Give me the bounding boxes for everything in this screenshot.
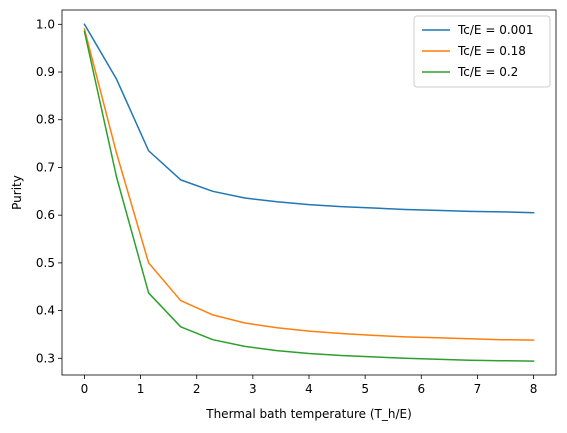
legend: Tc/E = 0.001 Tc/E = 0.18 Tc/E = 0.2 [413, 15, 551, 88]
legend-label-3: Tc/E = 0.2 [457, 65, 518, 79]
x-axis-label: Thermal bath temperature (T_h/E) [205, 407, 412, 421]
y-tick-label: 1.0 [36, 17, 55, 31]
y-tick-label: 0.6 [36, 208, 55, 222]
series-line-1 [83, 23, 535, 214]
x-tick-label: 7 [474, 382, 482, 396]
series-line-3 [83, 30, 535, 362]
y-tick-label: 0.7 [36, 160, 55, 174]
series-line-2 [83, 28, 535, 341]
x-tick-label: 1 [137, 382, 145, 396]
x-tick-label: 6 [417, 382, 425, 396]
x-tick-label: 4 [305, 382, 313, 396]
x-tick-label: 3 [249, 382, 257, 396]
x-tick-label: 0 [81, 382, 89, 396]
legend-label-2: Tc/E = 0.18 [457, 44, 526, 58]
y-tick-label: 0.8 [36, 113, 55, 127]
x-tick-label: 2 [193, 382, 201, 396]
legend-label-1: Tc/E = 0.001 [457, 23, 534, 37]
y-tick-label: 0.3 [36, 351, 55, 365]
y-tick-label: 0.9 [36, 65, 55, 79]
x-tick-label: 5 [361, 382, 369, 396]
legend-box [413, 15, 551, 88]
series-layer [83, 23, 535, 362]
axes-layer: 0 1 2 3 4 5 6 7 8 0.3 0.4 0.5 0.6 0.7 0.8 0.9 1.0 [36, 9, 557, 396]
y-axis-label: Purity [10, 175, 24, 210]
x-tick-label: 8 [530, 382, 538, 396]
y-tick-label: 0.4 [36, 304, 55, 318]
y-tick-label: 0.5 [36, 256, 55, 270]
